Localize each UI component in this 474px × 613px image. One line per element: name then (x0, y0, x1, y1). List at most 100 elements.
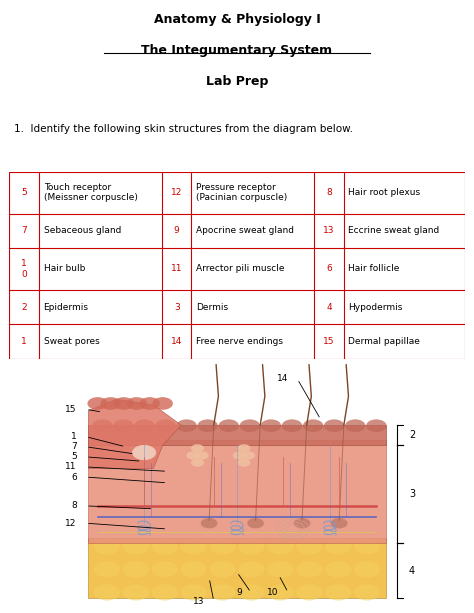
Text: 3: 3 (174, 303, 180, 311)
Text: Epidermis: Epidermis (44, 303, 89, 311)
Text: 1: 1 (21, 337, 27, 346)
Text: 13: 13 (323, 226, 335, 235)
Circle shape (237, 459, 250, 466)
Circle shape (134, 419, 155, 432)
Polygon shape (88, 425, 386, 445)
Circle shape (296, 562, 322, 577)
Circle shape (242, 451, 255, 460)
Circle shape (181, 538, 207, 554)
Text: Free nerve endings: Free nerve endings (196, 337, 283, 346)
Circle shape (238, 584, 264, 601)
Text: 10: 10 (267, 588, 279, 597)
Circle shape (366, 419, 387, 432)
Text: 9: 9 (174, 226, 180, 235)
Text: Apocrine sweat gland: Apocrine sweat gland (196, 226, 294, 235)
Circle shape (354, 562, 380, 577)
Circle shape (261, 419, 281, 432)
Text: 5: 5 (71, 452, 77, 462)
Text: Arrector pili muscle: Arrector pili muscle (196, 264, 284, 273)
Circle shape (303, 419, 323, 432)
Text: 1.  Identify the following skin structures from the diagram below.: 1. Identify the following skin structure… (14, 124, 353, 134)
Circle shape (294, 518, 310, 528)
Text: Hypodermis: Hypodermis (348, 303, 403, 311)
Circle shape (94, 584, 120, 601)
Text: 7: 7 (71, 442, 77, 451)
Circle shape (152, 562, 178, 577)
Circle shape (210, 538, 236, 554)
Circle shape (325, 584, 351, 601)
Text: Dermal papillae: Dermal papillae (348, 337, 420, 346)
Text: 2: 2 (409, 430, 415, 440)
Circle shape (345, 419, 365, 432)
Circle shape (153, 397, 173, 410)
Circle shape (132, 445, 155, 460)
Circle shape (201, 518, 218, 528)
Text: 9: 9 (236, 588, 242, 597)
Text: Sweat pores: Sweat pores (44, 337, 100, 346)
Circle shape (139, 397, 160, 410)
Circle shape (191, 444, 204, 452)
Text: 13: 13 (193, 596, 204, 606)
Text: Pressure receptor
(Pacinian corpuscle): Pressure receptor (Pacinian corpuscle) (196, 183, 287, 202)
Circle shape (296, 584, 322, 601)
Circle shape (296, 538, 322, 554)
Text: Hair root plexus: Hair root plexus (348, 188, 420, 197)
Circle shape (237, 444, 250, 452)
Text: Hair follicle: Hair follicle (348, 264, 400, 273)
Circle shape (210, 584, 236, 601)
Circle shape (267, 538, 293, 554)
Circle shape (196, 451, 209, 460)
Circle shape (181, 562, 207, 577)
Circle shape (123, 584, 149, 601)
Circle shape (113, 397, 134, 410)
Circle shape (267, 562, 293, 577)
Circle shape (181, 584, 207, 601)
Circle shape (186, 451, 200, 460)
Circle shape (127, 397, 147, 410)
Circle shape (87, 397, 108, 410)
Circle shape (247, 518, 264, 528)
Text: 12: 12 (65, 519, 77, 528)
Text: 3: 3 (409, 489, 415, 500)
Text: 4: 4 (409, 566, 415, 576)
Circle shape (233, 451, 246, 460)
Text: Dermis: Dermis (196, 303, 228, 311)
Circle shape (267, 584, 293, 601)
Text: 7: 7 (21, 226, 27, 235)
Circle shape (238, 562, 264, 577)
Text: 1: 1 (71, 432, 77, 441)
Text: Eccrine sweat gland: Eccrine sweat gland (348, 226, 440, 235)
Circle shape (100, 397, 121, 410)
Circle shape (354, 584, 380, 601)
Text: 14: 14 (277, 375, 288, 384)
Circle shape (113, 419, 134, 432)
Text: 6: 6 (71, 473, 77, 482)
Circle shape (123, 538, 149, 554)
Circle shape (324, 419, 345, 432)
Text: 11: 11 (171, 264, 182, 273)
Circle shape (94, 538, 120, 554)
Text: Touch receptor
(Meissner corpuscle): Touch receptor (Meissner corpuscle) (44, 183, 137, 202)
Circle shape (325, 562, 351, 577)
Text: 14: 14 (171, 337, 182, 346)
Text: 5: 5 (21, 188, 27, 197)
Text: 15: 15 (65, 405, 77, 414)
Circle shape (92, 419, 112, 432)
Circle shape (155, 419, 176, 432)
Circle shape (331, 518, 347, 528)
Text: 8: 8 (326, 188, 332, 197)
Text: Anatomy & Physiology I: Anatomy & Physiology I (154, 13, 320, 26)
Text: 11: 11 (65, 462, 77, 471)
Text: 4: 4 (326, 303, 332, 311)
Circle shape (176, 419, 197, 432)
Polygon shape (88, 399, 181, 468)
Text: 15: 15 (323, 337, 335, 346)
Circle shape (240, 419, 260, 432)
Circle shape (94, 562, 120, 577)
Text: Lab Prep: Lab Prep (206, 75, 268, 88)
Circle shape (210, 562, 236, 577)
Polygon shape (88, 538, 386, 598)
Text: Sebaceous gland: Sebaceous gland (44, 226, 121, 235)
Text: 8: 8 (71, 501, 77, 511)
Text: The Integumentary System: The Integumentary System (141, 44, 333, 57)
